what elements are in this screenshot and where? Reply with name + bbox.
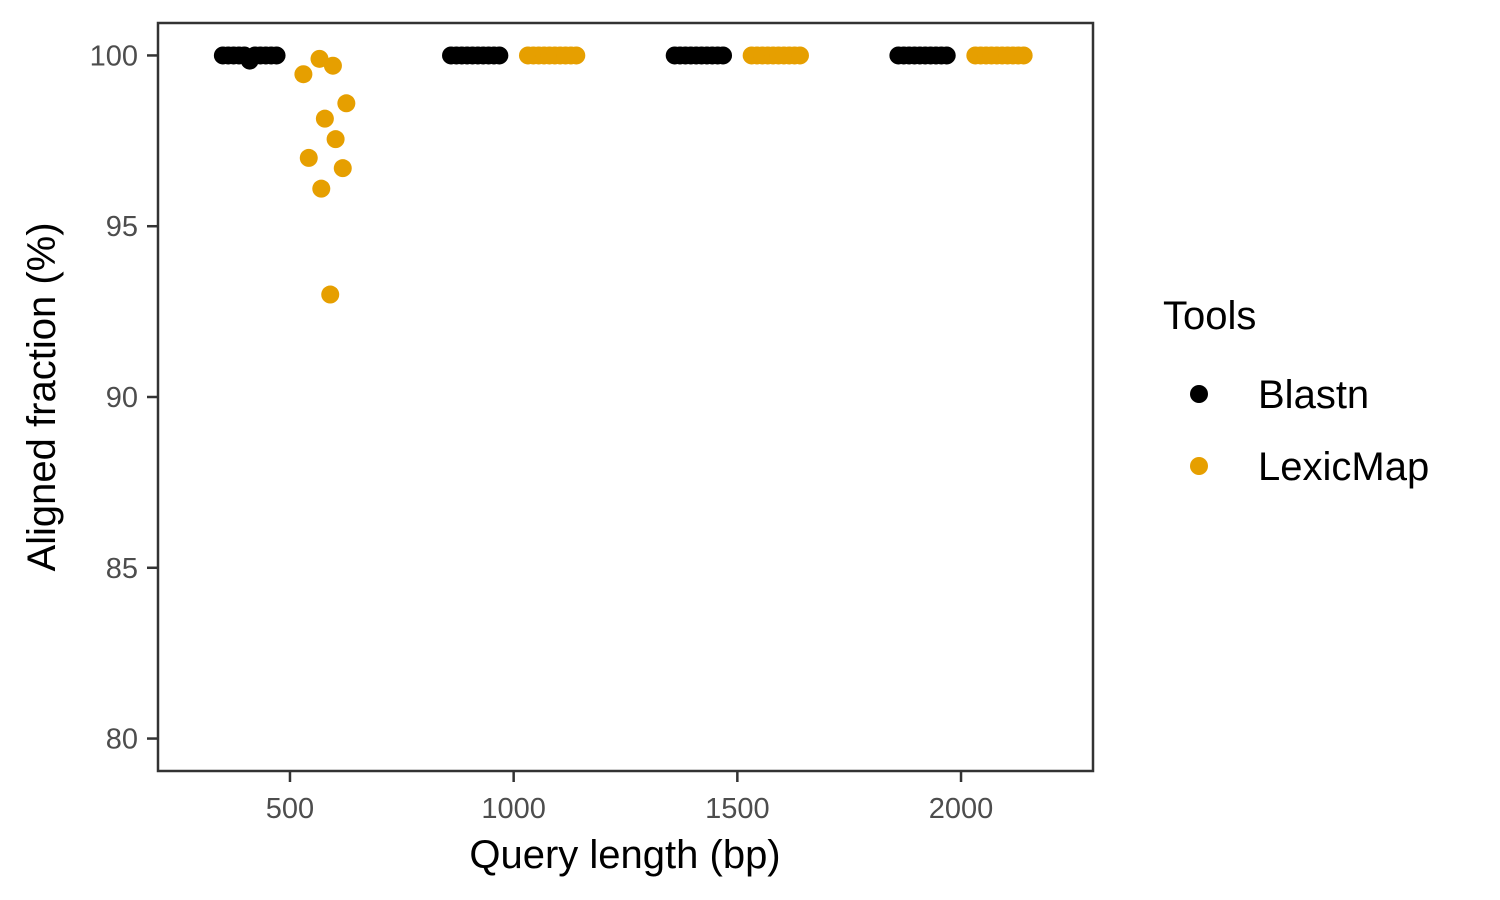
legend-title: Tools [1163,294,1256,338]
y-tick-label: 100 [90,40,138,72]
lexicmap-point [294,65,313,84]
blastn-point [490,46,509,65]
lexicmap-point [567,46,586,65]
y-tick-label: 90 [106,382,138,414]
lexicmap-point [1014,46,1033,65]
lexicmap-point [333,159,352,178]
lexicmap-point [310,49,329,68]
lexicmap-legend-label: LexicMap [1258,445,1429,489]
lexicmap-point [299,148,318,167]
lexicmap-point [321,285,340,304]
y-tick-label: 85 [106,553,138,585]
y-tick-label: 95 [106,211,138,243]
lexicmap-point [326,130,345,149]
blastn-legend-label: Blastn [1258,373,1369,417]
blastn-point [714,46,733,65]
lexicmap-point [323,56,342,75]
blastn-point [937,46,956,65]
lexicmap-point [337,94,356,113]
x-tick-label: 500 [266,793,314,825]
y-tick-label: 80 [106,724,138,756]
data-points [213,46,1033,304]
lexicmap-point [790,46,809,65]
x-tick-label: 2000 [929,793,994,825]
x-axis-title: Query length (bp) [469,833,780,877]
x-tick-label: 1500 [705,793,770,825]
lexicmap-legend-key [1190,457,1208,475]
blastn-point [267,46,286,65]
x-tick-label: 1000 [481,793,546,825]
plot-panel [156,21,1095,773]
lexicmap-point [315,109,334,128]
y-axis-title: Aligned fraction (%) [20,222,64,571]
lexicmap-point [312,179,331,198]
legend: Tools Blastn LexicMap [1163,294,1429,489]
y-axis: 80 85 90 95 100 [90,40,158,756]
x-axis: 500 1000 1500 2000 [266,771,994,825]
blastn-legend-key [1190,385,1208,403]
